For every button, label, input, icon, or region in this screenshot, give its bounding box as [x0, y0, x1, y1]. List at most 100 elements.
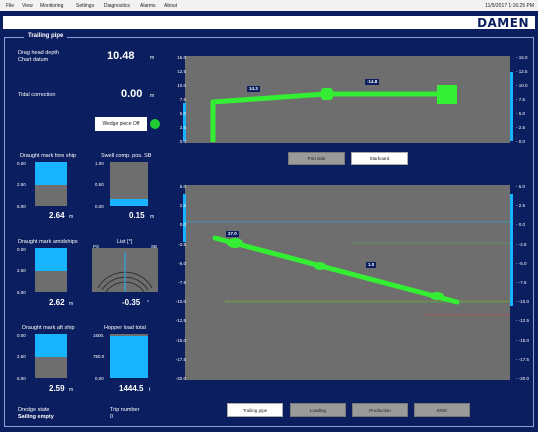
top-right-bar — [510, 72, 513, 141]
draught-fore-unit: m — [69, 214, 74, 220]
wedge-piece-button[interactable]: Wedge piece Off — [95, 117, 147, 131]
axis-tick-label: 2.5 — [179, 203, 186, 209]
draught-mid-gauge — [35, 248, 67, 292]
top-angle-tag-2: -14.8 — [365, 79, 380, 85]
draught-aft-fill — [35, 334, 67, 357]
dredge-state-value: Sailing empty — [18, 414, 54, 420]
axis-tick-label: -20.0 — [175, 376, 186, 381]
axis-tick-label: -17.5 — [175, 356, 186, 362]
draught-mid-fill — [35, 248, 67, 271]
axis-tick-label: -2.5 — [178, 241, 186, 247]
axis-tick-label: 12.5 — [177, 69, 186, 74]
bottom-angle-tag-2: 1.0 — [366, 262, 377, 268]
tick-label: 0.00 — [17, 333, 26, 338]
axis-tick-label: -15.0 — [175, 337, 186, 343]
trip-value: 0 — [110, 414, 114, 420]
list-sb-label: SB — [151, 244, 158, 249]
drag-head-unit: m — [150, 55, 155, 61]
draught-fore-title: Draught mark fore ship — [20, 153, 76, 159]
menu-monitoring[interactable]: Monitoring — [40, 3, 64, 9]
tidal-value: 0.00 — [121, 88, 143, 100]
tick-label: 0.00 — [95, 376, 104, 381]
top-axis-right: - 15.0 - 12.5 - 10.0 - 7.5 - 5.0 - 2.5 - 0.0 — [514, 55, 534, 145]
axis-tick-label: - -12.5 — [516, 318, 530, 324]
list-value: -0.35 — [122, 298, 141, 307]
trip-label: Trip number — [110, 407, 140, 413]
swell-gauge — [110, 162, 148, 206]
drag-head-label-1: Drag head depth — [18, 50, 59, 56]
tick-label: 2.50 — [17, 268, 26, 273]
swell-value: 0.15 — [129, 211, 145, 220]
tick-label: 0.00 — [95, 204, 104, 209]
starboard-button[interactable]: Starboard — [351, 152, 408, 165]
panel-title: Trailing pipe — [24, 33, 68, 39]
axis-tick-label: - 0.0 — [516, 139, 526, 144]
swell-fill — [110, 199, 148, 206]
top-left-bar — [183, 103, 186, 141]
axis-tick-label: -10.0 — [175, 299, 186, 305]
wedge-status-indicator — [150, 119, 160, 129]
tidal-label: Tidal correction — [18, 92, 56, 98]
draught-aft-unit: m — [69, 387, 74, 393]
menu-diagnostics[interactable]: Diagnostics — [104, 3, 130, 9]
tick-label: 0.00 — [17, 247, 26, 252]
bottom-right-bar — [510, 194, 513, 306]
top-axis-left: 15.0 12.5 10.0 7.5 5.0 2.5 0.0 — [170, 55, 186, 145]
draught-fore-value: 2.64 — [49, 211, 65, 220]
axis-tick-label: - -10.0 — [516, 299, 530, 305]
axis-tick-label: - 5.0 — [516, 184, 526, 189]
list-title: List [°] — [117, 239, 133, 245]
axis-tick-label: - 2.5 — [516, 203, 526, 209]
axis-tick-label: - -20.0 — [516, 376, 530, 381]
bottom-pipe-plot — [185, 185, 510, 380]
draught-aft-value: 2.59 — [49, 384, 65, 393]
nav-loading[interactable]: Loading — [290, 403, 346, 417]
menu-file[interactable]: File — [6, 3, 15, 9]
menu-settings[interactable]: Settings — [76, 3, 95, 9]
list-gauge-graphic — [97, 252, 153, 293]
axis-tick-label: 5.0 — [179, 184, 186, 189]
axis-tick-label: -12.5 — [175, 318, 186, 324]
tick-label: 2.50 — [17, 182, 26, 187]
hopper-gauge — [110, 334, 148, 378]
bottom-left-bar — [183, 194, 186, 242]
tick-label: 2.50 — [17, 354, 26, 359]
menu-bar: File View Monitoring Settings Diagnostic… — [0, 0, 538, 11]
port-side-button[interactable]: Port side — [288, 152, 345, 165]
hopper-unit: t — [149, 387, 151, 393]
hopper-value: 1444.5 — [119, 384, 144, 393]
axis-tick-label: - 5.0 — [516, 111, 526, 116]
nav-ems[interactable]: EMS — [414, 403, 470, 417]
draught-fore-gauge — [35, 162, 67, 206]
menu-about[interactable]: About — [164, 3, 178, 9]
axis-tick-label: - 10.0 — [516, 83, 528, 88]
list-gauge — [92, 248, 158, 293]
axis-tick-label: 2.5 — [179, 125, 186, 130]
tick-label: 750.0 — [93, 354, 105, 359]
axis-tick-label: -7.5 — [178, 280, 186, 285]
top-angle-tag-1: 14.3 — [247, 86, 260, 92]
draught-aft-gauge — [35, 334, 67, 378]
nav-trailing-pipe[interactable]: Trailing pipe — [227, 403, 283, 417]
tidal-unit: m — [150, 93, 155, 99]
menu-alarms[interactable]: Alarms — [140, 3, 156, 9]
axis-tick-label: - -2.5 — [516, 241, 527, 247]
tick-label: 1500. — [93, 333, 105, 338]
axis-tick-label: - -7.5 — [516, 280, 527, 285]
draught-mid-value: 2.62 — [49, 298, 65, 307]
axis-tick-label: - 7.5 — [516, 97, 526, 102]
nav-production[interactable]: Production — [352, 403, 408, 417]
axis-tick-label: 10.0 — [177, 83, 186, 88]
tick-label: 0.00 — [17, 161, 26, 166]
dredge-state-label: Dredge state — [18, 407, 50, 413]
axis-tick-label: - -5.0 — [516, 260, 527, 266]
axis-tick-label: - -15.0 — [516, 337, 530, 343]
menu-view[interactable]: View — [22, 3, 33, 9]
axis-tick-label: - -17.5 — [516, 356, 530, 362]
tick-label: 5.00 — [17, 204, 26, 209]
list-unit: ° — [147, 300, 149, 306]
drag-head-value: 10.48 — [107, 50, 135, 62]
axis-tick-label: - 0.0 — [516, 222, 526, 228]
datetime: 11/5/2017 1:16:25 PM — [485, 3, 534, 9]
top-pipe-graphic — [210, 85, 457, 142]
